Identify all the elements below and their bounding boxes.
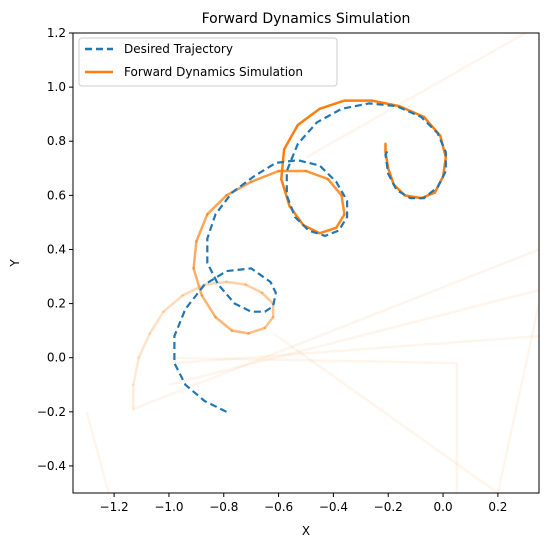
- x-tick-label: 0.2: [488, 500, 507, 514]
- legend-box: [78, 37, 338, 87]
- y-tick-label: 0.2: [47, 297, 66, 311]
- simulation-segment: [230, 329, 250, 335]
- simulation-segment: [181, 283, 206, 297]
- y-tick-label: −0.4: [37, 459, 66, 473]
- simulation-segment: [200, 294, 217, 319]
- background-trace-3: [168, 356, 457, 365]
- x-axis-label: X: [302, 524, 310, 538]
- x-tick-label: −0.8: [209, 500, 238, 514]
- background-trace-1: [132, 248, 539, 411]
- background-trace-2: [174, 334, 539, 365]
- simulation-segment: [137, 332, 152, 359]
- simulation-segment: [244, 283, 264, 295]
- series-layer: [132, 99, 448, 413]
- chart-title: Forward Dynamics Simulation: [202, 11, 411, 27]
- y-tick-label: 0.8: [47, 134, 66, 148]
- x-tick-label: −1.2: [100, 500, 129, 514]
- simulation-segment: [304, 169, 330, 181]
- background-traces: [85, 33, 539, 493]
- simulation-segment: [203, 280, 228, 286]
- y-tick-label: 1.2: [47, 26, 66, 40]
- simulation-segment: [247, 326, 267, 335]
- simulation-segment: [334, 213, 346, 230]
- simulation-segment: [260, 291, 275, 305]
- simulation-segment: [282, 123, 300, 151]
- simulation-segment: [195, 213, 209, 243]
- simulation-segment: [148, 310, 165, 335]
- legend-label-desired: Desired Trajectory: [124, 42, 233, 56]
- simulation-segment: [318, 99, 346, 111]
- simulation-segment: [225, 280, 247, 286]
- simulation-segment: [214, 315, 234, 332]
- background-trace-6: [496, 303, 539, 493]
- simulation-segment: [192, 267, 204, 297]
- simulation-segment: [263, 315, 275, 330]
- simulation-segment: [296, 107, 321, 127]
- simulation-segment: [340, 194, 346, 216]
- x-tick-label: −0.6: [264, 500, 293, 514]
- simulation-segment: [162, 294, 184, 313]
- y-tick-label: 0.0: [47, 351, 66, 365]
- simulation-segment: [132, 356, 141, 387]
- background-trace-8: [168, 288, 539, 387]
- desired-trajectory-line: [173, 102, 447, 413]
- simulation-segment: [326, 177, 343, 197]
- x-tick-label: −1.0: [154, 500, 183, 514]
- plot-frame: [72, 32, 540, 494]
- y-axis: −0.4 −0.2 0.0 0.2 0.4 0.6 0.8 1.0 1.2: [37, 26, 73, 473]
- simulation-segment: [206, 194, 228, 216]
- y-tick-label: 0.4: [47, 242, 66, 256]
- x-tick-label: −0.4: [319, 500, 348, 514]
- simulation-segment: [280, 148, 286, 181]
- simulation-segment: [370, 99, 401, 108]
- simulation-segment: [318, 226, 338, 235]
- simulation-segment: [225, 180, 253, 197]
- background-trace-5: [272, 332, 499, 493]
- y-axis-label: Y: [8, 259, 22, 268]
- y-tick-label: 1.0: [47, 80, 66, 94]
- legend-label-simulation: Forward Dynamics Simulation: [124, 65, 303, 79]
- simulation-segment: [192, 240, 198, 270]
- y-tick-label: −0.2: [37, 405, 66, 419]
- simulation-segment: [386, 167, 395, 186]
- x-tick-label: 0.0: [434, 500, 453, 514]
- y-tick-label: 0.6: [47, 188, 66, 202]
- legend: Desired Trajectory Forward Dynamics Simu…: [78, 37, 338, 87]
- background-trace-7: [305, 33, 526, 159]
- simulation-segment: [403, 194, 423, 200]
- background-trace-0: [85, 411, 110, 493]
- x-tick-label: −0.2: [374, 500, 403, 514]
- x-axis: −1.2 −1.0 −0.8 −0.6 −0.4 −0.2 0.0 0.2: [100, 493, 507, 514]
- simulation-segment: [249, 169, 280, 184]
